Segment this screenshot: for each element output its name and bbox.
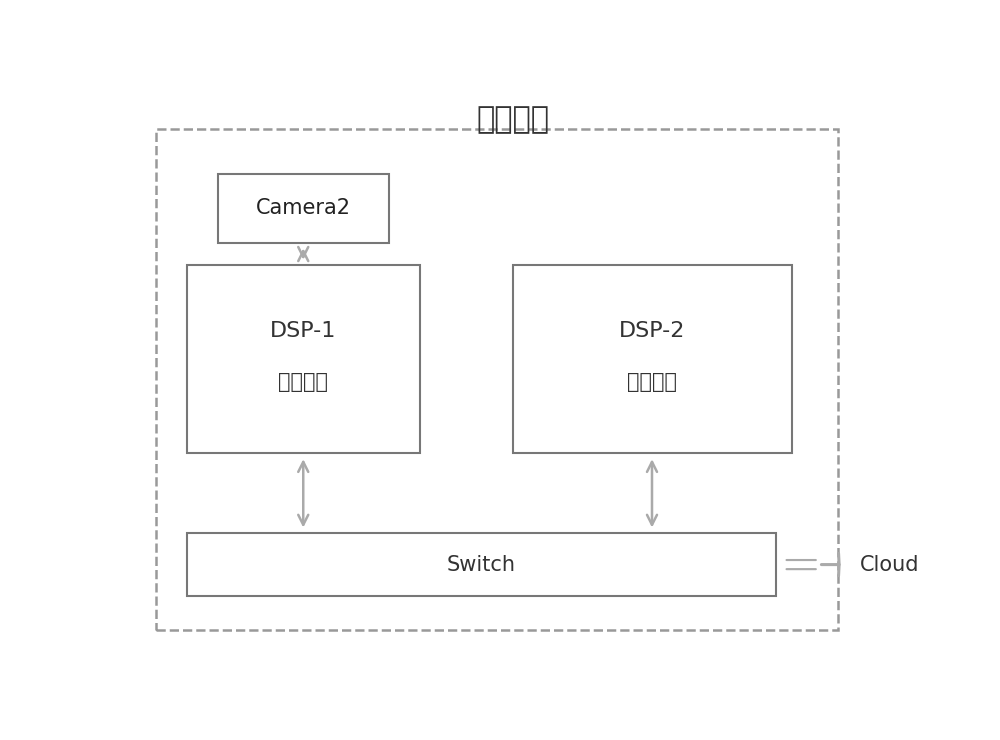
Bar xyxy=(187,534,776,596)
Text: 视频编码: 视频编码 xyxy=(278,372,328,392)
Bar xyxy=(156,129,838,630)
Text: 视频分析: 视频分析 xyxy=(627,372,677,392)
Bar xyxy=(512,266,792,454)
Text: Switch: Switch xyxy=(447,554,516,574)
Text: Cloud: Cloud xyxy=(860,554,919,574)
Text: Camera2: Camera2 xyxy=(256,198,351,218)
Text: 视频分析: 视频分析 xyxy=(476,106,549,135)
Text: DSP-1: DSP-1 xyxy=(270,321,336,341)
Bar xyxy=(187,266,420,454)
Text: DSP-2: DSP-2 xyxy=(619,321,685,341)
Bar xyxy=(218,174,388,243)
